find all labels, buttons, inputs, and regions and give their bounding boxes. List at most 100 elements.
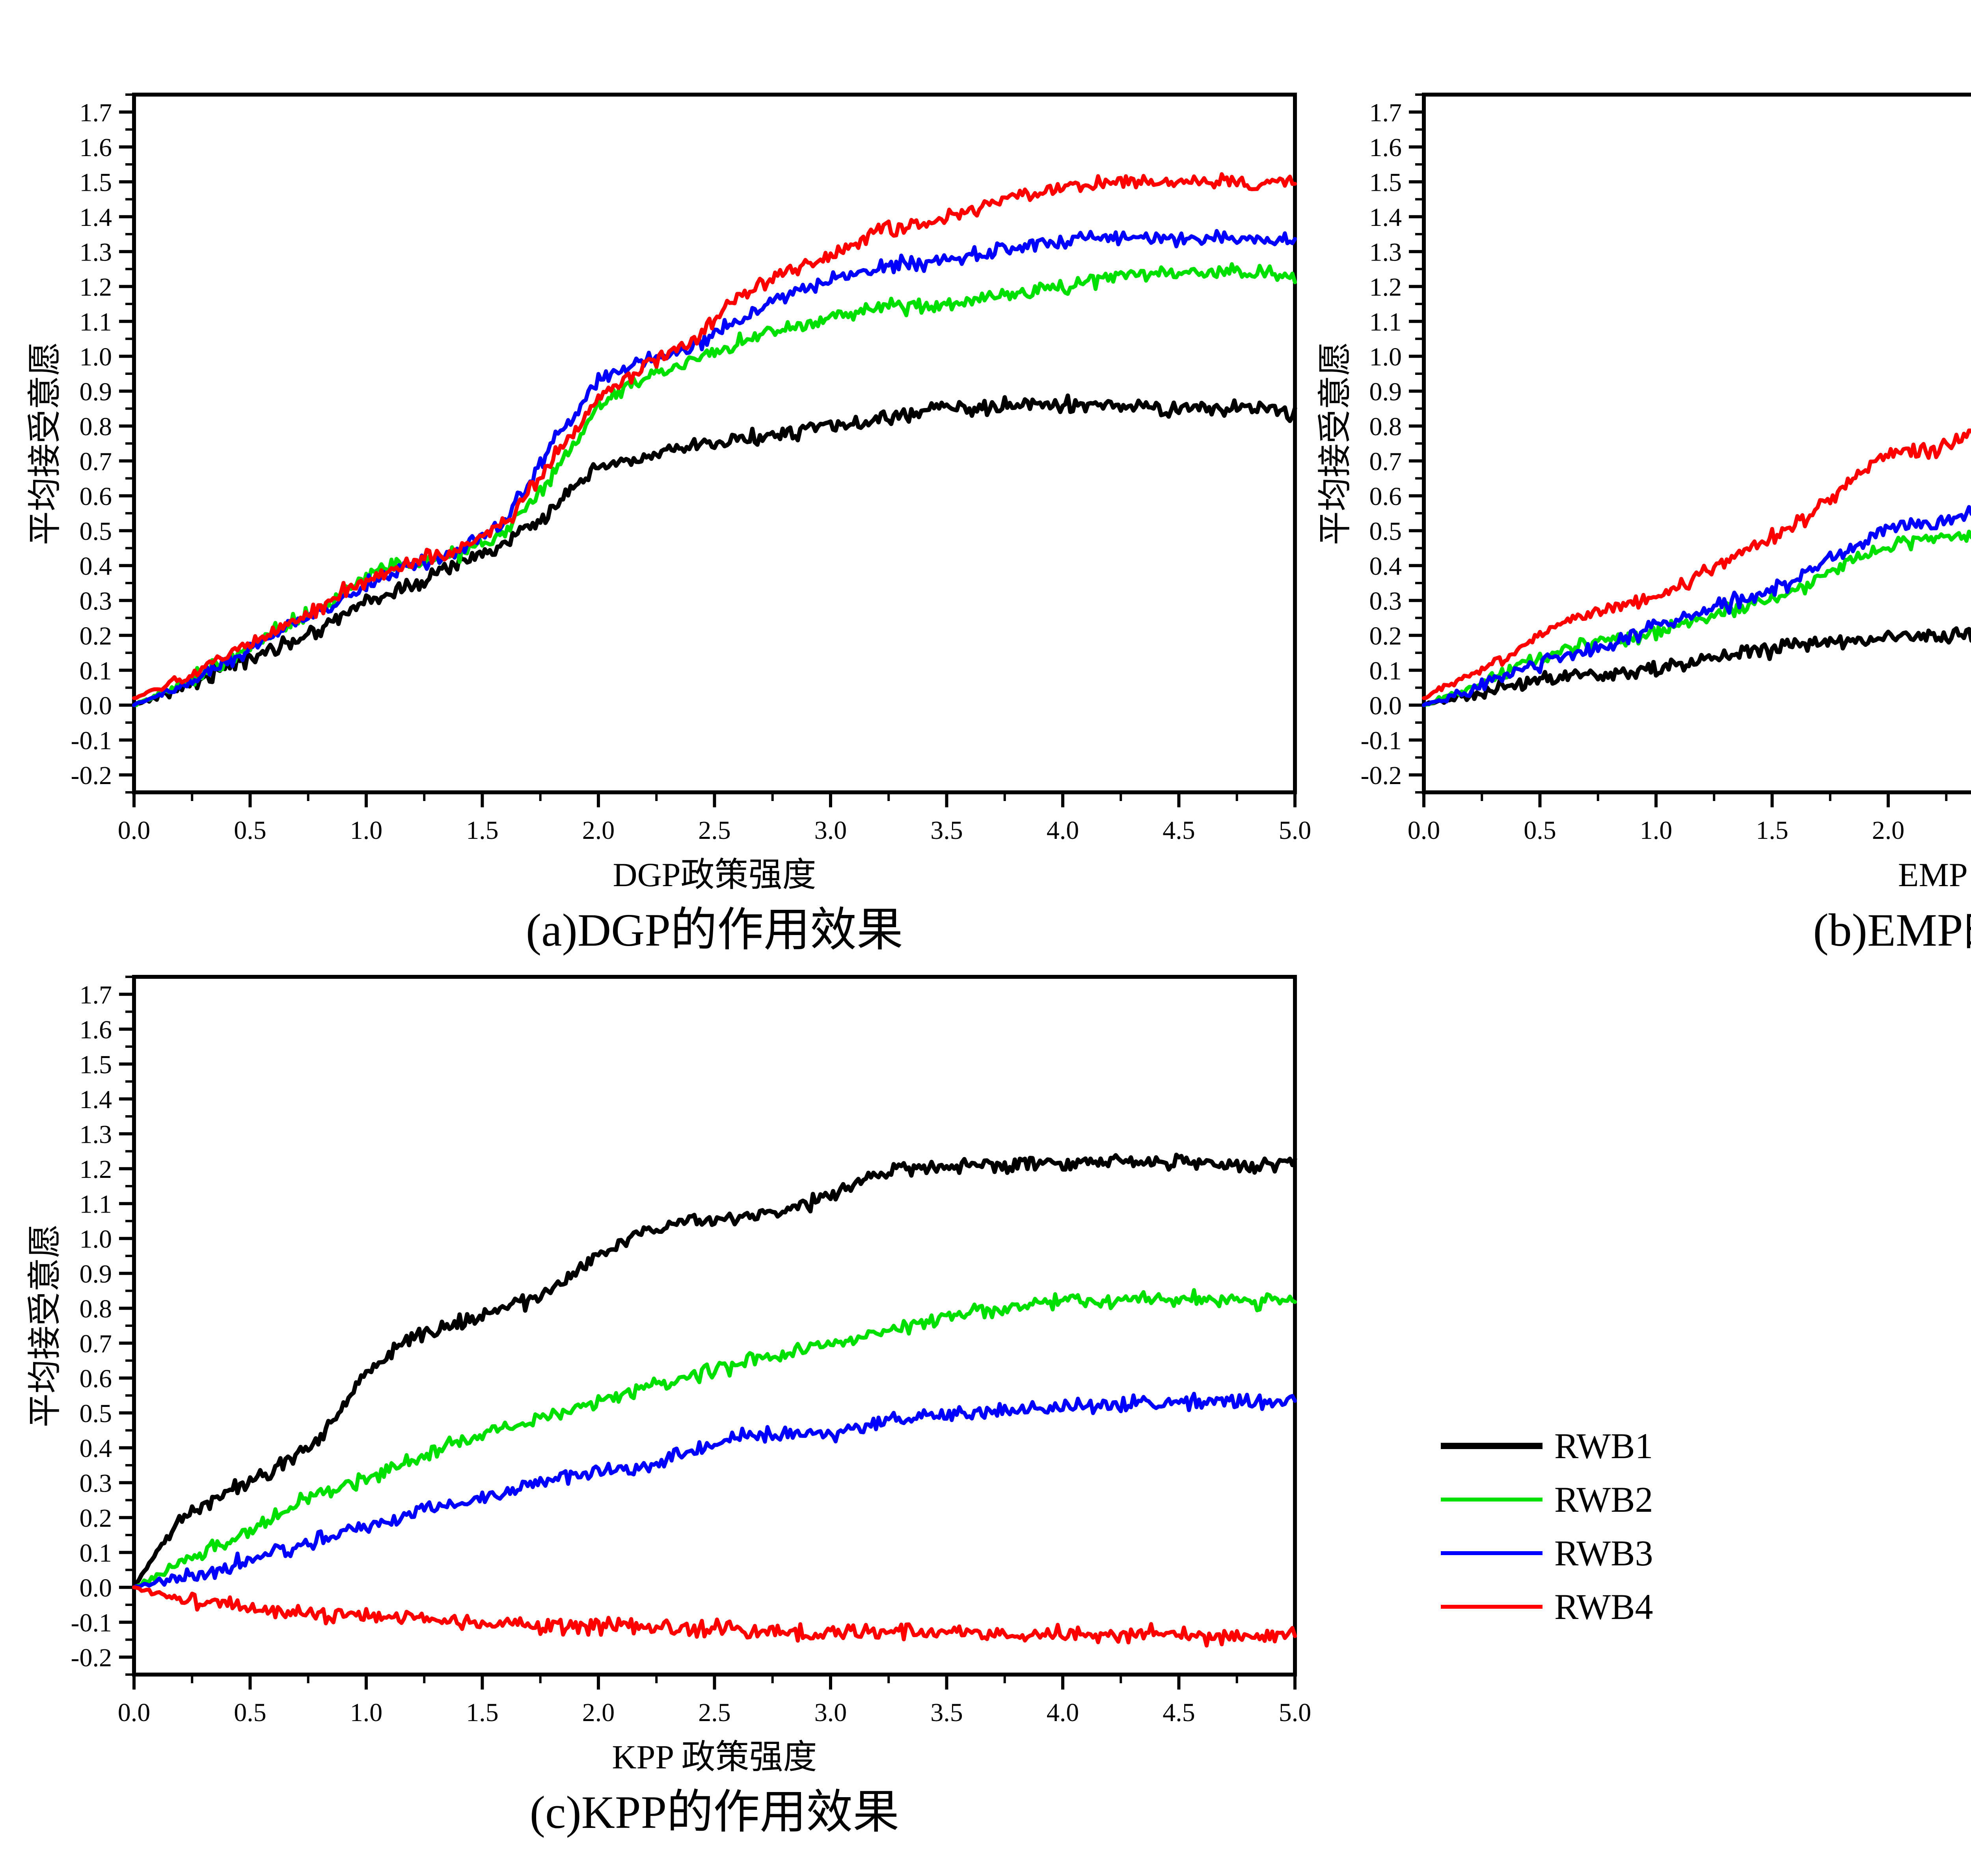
svg-text:0.5: 0.5 bbox=[80, 1399, 112, 1428]
svg-text:1.5: 1.5 bbox=[1756, 816, 1788, 845]
legend-label-rwb1: RWB1 bbox=[1554, 1426, 1653, 1466]
svg-text:0.4: 0.4 bbox=[80, 552, 112, 581]
svg-text:2.5: 2.5 bbox=[698, 1698, 731, 1727]
svg-text:0.6: 0.6 bbox=[80, 482, 112, 511]
chart-c-plot: 0.0 0.5 1.0 1.5 2.0 2.5 3.0 3.5 4.0 4.5 5.0 -0.2 -0.… bbox=[71, 975, 1311, 1727]
svg-text:1.0: 1.0 bbox=[1369, 343, 1402, 371]
chart-b-x-axis-title: EMP 政策强度 bbox=[1898, 856, 1971, 894]
svg-text:1.1: 1.1 bbox=[80, 307, 112, 336]
svg-text:1.0: 1.0 bbox=[350, 1698, 383, 1727]
svg-text:-0.2: -0.2 bbox=[1361, 761, 1402, 790]
svg-text:2.5: 2.5 bbox=[698, 816, 731, 845]
svg-text:1.5: 1.5 bbox=[466, 1698, 499, 1727]
svg-text:4.0: 4.0 bbox=[1047, 816, 1079, 845]
legend-line-rwb2-icon bbox=[1441, 1498, 1543, 1502]
svg-text:4.0: 4.0 bbox=[1047, 1698, 1079, 1727]
svg-text:1.0: 1.0 bbox=[1640, 816, 1673, 845]
svg-text:0.9: 0.9 bbox=[80, 1259, 112, 1288]
svg-text:-0.1: -0.1 bbox=[71, 726, 112, 755]
chart-a-series-rwb3 bbox=[132, 229, 1297, 707]
legend-label-rwb3: RWB3 bbox=[1554, 1533, 1653, 1573]
svg-text:1.6: 1.6 bbox=[80, 1015, 112, 1044]
chart-c-title: (c)KPP的作用效果 bbox=[529, 1787, 900, 1838]
svg-text:0.0: 0.0 bbox=[80, 1574, 112, 1602]
svg-text:3.0: 3.0 bbox=[814, 1698, 847, 1727]
svg-text:0.7: 0.7 bbox=[80, 1329, 112, 1358]
legend-item-rwb2: RWB2 bbox=[1441, 1473, 1653, 1526]
chart-c-y-axis-title: 平均接受意愿 bbox=[26, 1224, 64, 1427]
svg-text:5.0: 5.0 bbox=[1279, 1698, 1312, 1727]
chart-c-series-rwb4 bbox=[132, 1585, 1297, 1648]
chart-b-title: (b)EMP的作用效果 bbox=[1813, 904, 1971, 956]
chart-b-plot: 0.00.51.01.52.02.53.03.54.04.55.0-0.2-0.… bbox=[1361, 93, 1971, 845]
svg-text:1.3: 1.3 bbox=[80, 1120, 112, 1149]
svg-text:1.5: 1.5 bbox=[80, 1050, 112, 1079]
svg-text:0.8: 0.8 bbox=[80, 1295, 112, 1323]
chart-c-series-rwb1 bbox=[132, 1153, 1297, 1590]
svg-text:1.0: 1.0 bbox=[80, 343, 112, 371]
chart-b-series-rwb4 bbox=[1422, 428, 1971, 700]
chart-a-title: (a)DGP的作用效果 bbox=[525, 904, 904, 956]
svg-text:0.1: 0.1 bbox=[80, 1539, 112, 1567]
legend-item-rwb3: RWB3 bbox=[1441, 1526, 1653, 1580]
svg-text:1.0: 1.0 bbox=[350, 816, 383, 845]
svg-text:0.4: 0.4 bbox=[80, 1434, 112, 1463]
svg-text:0.1: 0.1 bbox=[1369, 656, 1402, 685]
svg-text:1.2: 1.2 bbox=[80, 1155, 112, 1184]
svg-text:1.7: 1.7 bbox=[80, 98, 112, 127]
svg-text:1.1: 1.1 bbox=[1369, 307, 1402, 336]
svg-text:-0.1: -0.1 bbox=[1361, 726, 1402, 755]
svg-text:3.0: 3.0 bbox=[814, 816, 847, 845]
svg-text:0.2: 0.2 bbox=[1369, 622, 1402, 650]
chart-b-series-rwb3 bbox=[1422, 505, 1971, 707]
chart-a-plot: 0.0 0.5 1.0 1.5 2.0 2.5 3.0 3.5 4.0 4.5 5.0 -0.2 -0.… bbox=[71, 93, 1311, 845]
svg-text:0.3: 0.3 bbox=[80, 587, 112, 615]
svg-text:0.0: 0.0 bbox=[1408, 816, 1440, 845]
legend-item-rwb1: RWB1 bbox=[1441, 1419, 1653, 1473]
svg-text:0.0: 0.0 bbox=[118, 1698, 151, 1727]
svg-text:0.2: 0.2 bbox=[80, 622, 112, 650]
svg-text:1.7: 1.7 bbox=[80, 980, 112, 1009]
svg-text:0.3: 0.3 bbox=[1369, 587, 1402, 615]
chart-a-series-rwb1 bbox=[132, 393, 1297, 708]
svg-text:4.5: 4.5 bbox=[1162, 1698, 1195, 1727]
svg-text:0.5: 0.5 bbox=[80, 517, 112, 546]
svg-text:1.7: 1.7 bbox=[1369, 98, 1402, 127]
svg-text:0.9: 0.9 bbox=[1369, 377, 1402, 406]
svg-text:1.6: 1.6 bbox=[80, 133, 112, 162]
svg-text:0.0: 0.0 bbox=[118, 816, 151, 845]
svg-text:3.5: 3.5 bbox=[930, 816, 963, 845]
chart-a-series-rwb2 bbox=[132, 262, 1297, 707]
svg-text:1.5: 1.5 bbox=[466, 816, 499, 845]
svg-text:2.0: 2.0 bbox=[1872, 816, 1905, 845]
svg-text:0.0: 0.0 bbox=[1369, 691, 1402, 720]
svg-text:0.5: 0.5 bbox=[1524, 816, 1556, 845]
chart-a-series-rwb4 bbox=[132, 172, 1297, 700]
svg-text:2.0: 2.0 bbox=[582, 1698, 615, 1727]
svg-text:1.5: 1.5 bbox=[1369, 168, 1402, 197]
svg-text:0.7: 0.7 bbox=[80, 447, 112, 476]
legend-line-rwb1-icon bbox=[1441, 1443, 1543, 1449]
svg-text:1.3: 1.3 bbox=[1369, 238, 1402, 266]
svg-text:0.5: 0.5 bbox=[234, 1698, 266, 1727]
svg-text:4.5: 4.5 bbox=[1162, 816, 1195, 845]
chart-c-series-rwb2 bbox=[132, 1288, 1297, 1589]
svg-text:0.5: 0.5 bbox=[1369, 517, 1402, 546]
svg-text:3.5: 3.5 bbox=[930, 1698, 963, 1727]
svg-text:5.0: 5.0 bbox=[1279, 816, 1312, 845]
svg-text:0.6: 0.6 bbox=[80, 1364, 112, 1393]
svg-text:1.2: 1.2 bbox=[1369, 273, 1402, 302]
svg-text:0.9: 0.9 bbox=[80, 377, 112, 406]
legend-label-rwb2: RWB2 bbox=[1554, 1479, 1653, 1520]
svg-text:0.3: 0.3 bbox=[80, 1469, 112, 1498]
legend-line-rwb3-icon bbox=[1441, 1551, 1543, 1555]
legend-line-rwb4-icon bbox=[1441, 1605, 1543, 1609]
legend-item-rwb4: RWB4 bbox=[1441, 1580, 1653, 1634]
svg-text:-0.2: -0.2 bbox=[71, 1643, 112, 1672]
svg-text:1.1: 1.1 bbox=[80, 1190, 112, 1218]
svg-text:0.7: 0.7 bbox=[1369, 447, 1402, 476]
svg-text:0.0: 0.0 bbox=[80, 691, 112, 720]
svg-text:1.4: 1.4 bbox=[80, 203, 112, 232]
svg-text:1.2: 1.2 bbox=[80, 273, 112, 302]
